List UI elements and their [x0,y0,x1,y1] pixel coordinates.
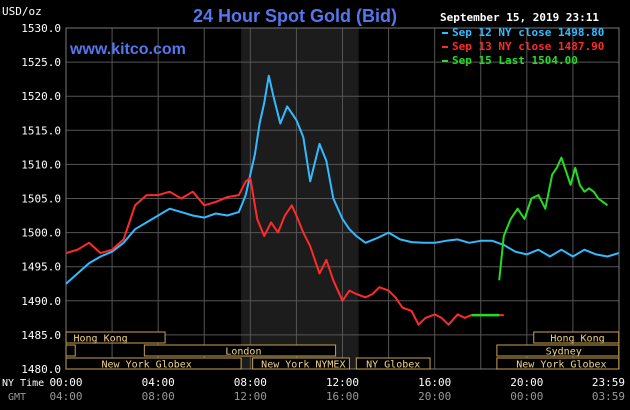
series-layer [65,74,620,326]
session-label: New York Globex [516,360,606,371]
x-tick-label-ny: 08:00 [234,376,267,389]
session-bar [143,344,337,357]
x-axis: 00:0004:0004:0008:0008:0012:0012:0016:00… [49,376,625,403]
x-tick-label-gmt: 20:00 [418,390,451,403]
y-tick-label: 1515.0 [21,124,61,137]
x-tick-label-gmt: 04:00 [49,390,82,403]
series-line-2 [65,177,504,326]
y-tick-label: 1500.0 [21,227,61,240]
y-tick-label: 1520.0 [21,90,61,103]
market-sessions: Hong Kong Hong Kong London Sydney New York G… [65,331,620,371]
x-tick-label-gmt: 16:00 [326,390,359,403]
y-tick-label: 1495.0 [21,261,61,274]
session-bar [533,331,620,344]
y-tick-label: 1480.0 [21,363,61,376]
x-tick-label-ny: 20:00 [510,376,543,389]
x-tick-label-ny: 00:00 [49,376,82,389]
session-bar [496,344,620,357]
y-tick-label: 1490.0 [21,295,61,308]
session-label: London [225,347,261,358]
session-bar [496,357,620,370]
session-label: NY Globex [366,360,420,371]
x-tick-label-gmt: 03:59 [592,390,625,403]
x-tick-label-ny: 23:59 [592,376,625,389]
session-label: New York Globex [101,360,191,371]
session-bar [65,344,76,357]
chart-title: 24 Hour Spot Gold (Bid) [193,6,397,26]
session-bar [65,331,166,344]
date-stamp: September 15, 2019 23:11 [440,11,599,24]
x-tick-label-ny: 04:00 [142,376,175,389]
ny-time-row-label: NY Time [2,378,44,389]
session-label: New York NYMEX [261,360,345,371]
legend-entry: Sep 12 NY close 1498.80 [452,26,604,39]
x-tick-label-ny: 12:00 [326,376,359,389]
y-tick-label: 1525.0 [21,56,61,69]
y-tick-label: 1485.0 [21,329,61,342]
series-line-3 [498,156,609,281]
y-unit-label: USD/oz [2,5,42,18]
session-bar [252,357,350,370]
gmt-row-label: GMT [8,392,26,403]
session-label: Hong Kong [550,334,604,345]
y-axis: 1530.0 1525.0 1520.0 1515.0 1510.0 1505.0 1500… [21,22,61,376]
session-label: Sydney [546,347,582,358]
session-bar [65,357,242,370]
x-tick-label-gmt: 00:00 [510,390,543,403]
x-tick-label-gmt: 12:00 [234,390,267,403]
y-tick-label: 1505.0 [21,193,61,206]
y-tick-label: 1510.0 [21,158,61,171]
x-tick-label-gmt: 08:00 [142,390,175,403]
series-line-1 [65,74,620,285]
legend-entry: Sep 13 NY close 1487.90 [452,40,604,53]
session-label: Hong Kong [73,334,127,345]
x-tick-label-ny: 16:00 [418,376,451,389]
y-tick-label: 1530.0 [21,22,61,35]
session-bar [355,357,431,370]
watermark: www.kitco.com [69,41,186,58]
legend-entry: Sep 15 Last 1504.00 [452,54,578,67]
